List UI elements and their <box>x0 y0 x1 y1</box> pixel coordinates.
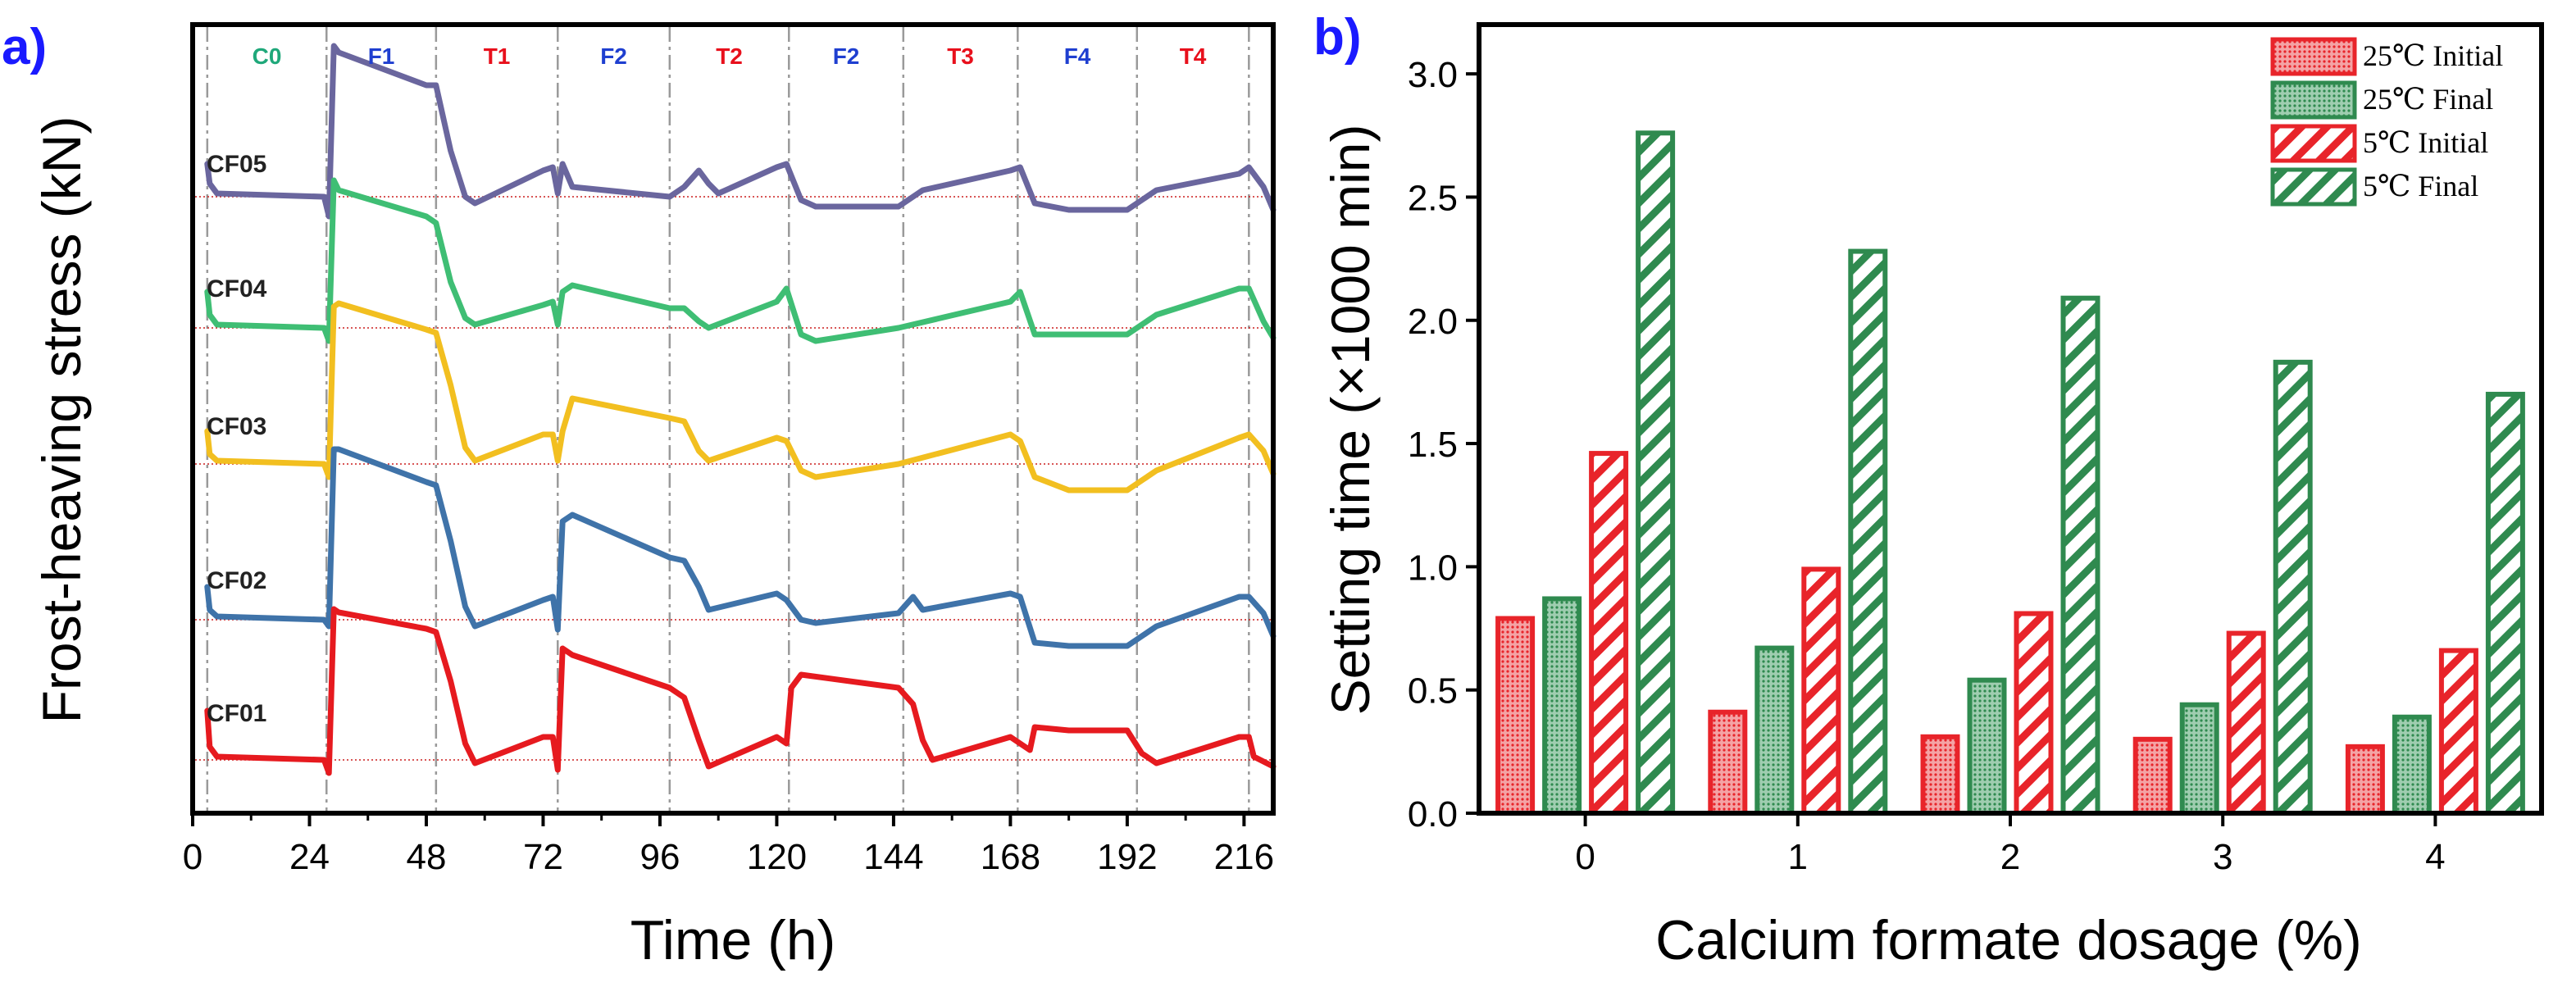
x-axis-title: Calcium formate dosage (%) <box>1655 909 2362 971</box>
phase-label: F4 <box>1064 43 1091 69</box>
x-tick-label: 168 <box>981 837 1040 877</box>
legend-swatch <box>2270 124 2357 163</box>
legend-label: 5℃ Final <box>2363 170 2478 202</box>
series-label: CF02 <box>207 567 266 594</box>
series-line-cf01 <box>204 606 1277 776</box>
y-tick-label: 0.5 <box>1408 671 1458 712</box>
x-axis-title: Time (h) <box>630 909 836 971</box>
bar-groups <box>1495 130 2525 816</box>
phase-label: F1 <box>368 43 395 69</box>
phase-divider-lines <box>206 27 1250 811</box>
series-label: CF05 <box>207 151 266 178</box>
x-tick-label: 216 <box>1214 837 1274 877</box>
baseline-lines <box>195 196 1271 761</box>
series-lines <box>204 43 1277 776</box>
y-tick-label: 0.0 <box>1408 794 1458 835</box>
phase-labels: C0 F1 T1 F2 T2 F2 T3 F4 T4 <box>253 43 1207 69</box>
phase-label: F2 <box>600 43 627 69</box>
panel-a: a) CF05 CF04 CF03 CF02 CF01 C0 F1 T1 F2 T2 F2 T3 F4… <box>2 19 1277 971</box>
x-tick-label: 144 <box>863 837 923 877</box>
y-tick-label: 1.0 <box>1408 548 1458 588</box>
bar <box>2179 702 2219 816</box>
series-line-cf04 <box>204 177 1277 344</box>
bar-group-2 <box>1920 295 2100 816</box>
legend-label: 25℃ Initial <box>2363 39 2503 72</box>
legend: 25℃ Initial 25℃ Final 5℃ Initial 5℃ Final <box>2270 37 2503 207</box>
x-tick-label: 192 <box>1097 837 1157 877</box>
bar <box>2392 714 2432 816</box>
bar <box>2132 736 2173 816</box>
x-tick-label: 120 <box>747 837 807 877</box>
phase-label: T4 <box>1180 43 1207 69</box>
series-label: CF01 <box>207 700 266 727</box>
bar <box>2060 295 2100 816</box>
y-tick-label: 3.0 <box>1408 55 1458 95</box>
x-tick-label: 24 <box>289 837 330 877</box>
phase-label: T1 <box>484 43 511 69</box>
y-axis-ticks: 0.0 0.5 1.0 1.5 2.0 2.5 3.0 <box>1408 55 1479 835</box>
x-tick-label: 0 <box>183 837 203 877</box>
legend-swatch <box>2270 80 2357 120</box>
bar <box>1542 596 1582 816</box>
legend-label: 5℃ Initial <box>2363 126 2488 159</box>
bar-group-3 <box>2132 359 2313 816</box>
series-line-cf05 <box>204 43 1277 220</box>
bar-group-4 <box>2345 391 2525 816</box>
bar <box>1636 130 1676 816</box>
bar <box>2345 744 2385 816</box>
x-axis-ticks: 0 1 2 3 4 <box>1575 813 2446 877</box>
x-tick-label: 96 <box>639 837 680 877</box>
series-line-cf03 <box>204 300 1277 493</box>
panel-b: b) 0.0 0.5 1.0 1.5 2.0 2.5 3.0 0 1 2 3 4 Calcium f… <box>1313 9 2544 971</box>
phase-label: C0 <box>253 43 282 69</box>
bar <box>1801 566 1841 816</box>
y-axis-title: Frost-heaving stress (kN) <box>31 116 92 724</box>
x-tick-label: 0 <box>1575 837 1595 877</box>
panel-b-label: b) <box>1313 9 1362 66</box>
series-line-cf02 <box>204 446 1277 649</box>
bar <box>2273 359 2313 816</box>
x-tick-label: 48 <box>406 837 446 877</box>
bar <box>1755 645 1795 816</box>
bar <box>2014 611 2054 816</box>
bar <box>2485 391 2525 816</box>
bar <box>1967 677 2007 816</box>
x-axis-ticks: 0 24 48 72 96 120 144 168 192 216 <box>183 813 1274 877</box>
bar-group-0 <box>1495 130 1676 816</box>
x-tick-label: 4 <box>2425 837 2445 877</box>
series-label: CF03 <box>207 413 266 440</box>
bar <box>2226 630 2266 816</box>
y-tick-label: 2.0 <box>1408 302 1458 342</box>
phase-label: F2 <box>833 43 860 69</box>
legend-label: 25℃ Final <box>2363 83 2493 116</box>
series-label: CF04 <box>207 275 267 302</box>
panel-a-label: a) <box>2 19 47 75</box>
legend-swatch <box>2270 167 2357 207</box>
y-tick-label: 1.5 <box>1408 425 1458 465</box>
bar <box>1495 616 1536 816</box>
bar <box>1708 709 1748 816</box>
bar <box>1848 248 1888 816</box>
series-labels: CF05 CF04 CF03 CF02 CF01 <box>207 151 267 727</box>
y-tick-label: 2.5 <box>1408 178 1458 218</box>
x-tick-label: 2 <box>2000 837 2020 877</box>
plot-frame-a <box>190 22 1276 816</box>
bar <box>2438 648 2478 816</box>
x-tick-label: 1 <box>1788 837 1808 877</box>
bar <box>1589 451 1629 816</box>
phase-label: T3 <box>947 43 974 69</box>
y-axis-title: Setting time (×1000 min) <box>1320 125 1381 716</box>
bar <box>1920 734 1960 816</box>
phase-label: T2 <box>716 43 743 69</box>
bar-group-1 <box>1708 248 1888 816</box>
x-tick-label: 72 <box>523 837 563 877</box>
x-tick-label: 3 <box>2213 837 2232 877</box>
legend-swatch <box>2270 37 2357 76</box>
